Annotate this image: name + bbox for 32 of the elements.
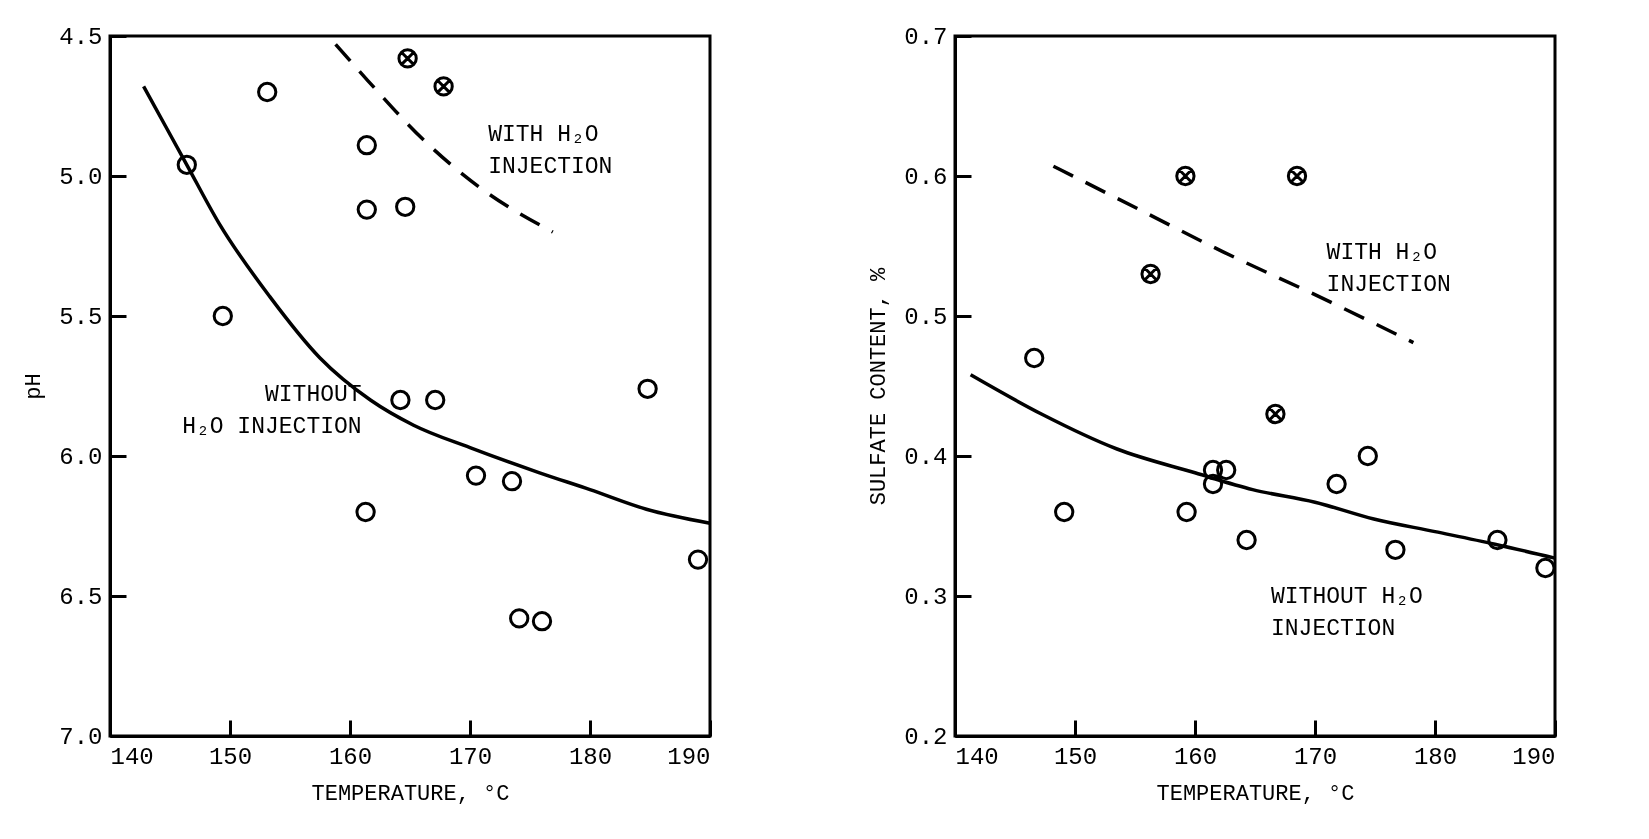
x-tick-label: 190 [1512, 743, 1556, 771]
y-tick-label: 5.0 [59, 163, 103, 191]
y-tick-label: 5.5 [59, 303, 103, 331]
y-tick-label: 6.0 [59, 443, 103, 471]
x-tick-label: 160 [1173, 743, 1218, 771]
x-tick-label: 140 [955, 743, 999, 771]
series-label: WITH H₂O INJECTION [488, 121, 613, 180]
x-tick-label: 160 [328, 743, 373, 771]
x-tick-label: 190 [667, 743, 711, 771]
x-tick-label: 140 [110, 743, 154, 771]
x-tick-label: 170 [448, 743, 493, 771]
x-tick-label: 170 [1293, 743, 1338, 771]
series-label: WITHOUT H₂O INJECTION [182, 382, 362, 441]
y-tick-label: 0.6 [904, 163, 948, 191]
y-tick-label: 0.4 [904, 443, 948, 471]
text: WITHOUT H₂O INJECTION [1271, 584, 1423, 643]
x-axis-title: TEMPERATURE, °C [311, 781, 510, 807]
x-tick-label: 150 [208, 743, 253, 771]
y-tick-label: 6.5 [59, 583, 103, 611]
y-tick-label: 0.5 [904, 303, 948, 331]
y-axis-title: pH [22, 373, 48, 400]
y-tick-label: 7.0 [59, 723, 103, 751]
x-tick-label: 180 [1413, 743, 1458, 771]
series-label: WITH H₂O INJECTION [1326, 239, 1451, 298]
x-tick-label: 180 [568, 743, 613, 771]
y-tick-label: 0.2 [904, 723, 948, 751]
x-axis-title: TEMPERATURE, °C [1156, 781, 1355, 807]
y-tick-label: 0.7 [904, 23, 948, 51]
y-axis-title: SULFATE CONTENT, % [867, 266, 893, 506]
y-tick-label: 0.3 [904, 583, 948, 611]
y-tick-label: 4.5 [59, 23, 103, 51]
x-tick-label: 150 [1053, 743, 1098, 771]
